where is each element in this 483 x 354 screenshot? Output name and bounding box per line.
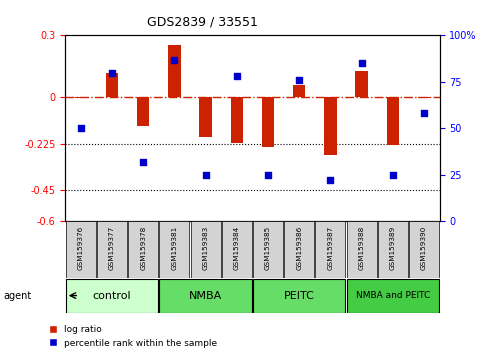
FancyBboxPatch shape [253, 221, 283, 278]
Point [295, 77, 303, 83]
Text: GSM159384: GSM159384 [234, 226, 240, 270]
Text: GSM159383: GSM159383 [202, 226, 209, 270]
FancyBboxPatch shape [253, 279, 345, 313]
FancyBboxPatch shape [347, 279, 439, 313]
Text: NMBA and PEITC: NMBA and PEITC [355, 291, 430, 300]
Point [327, 178, 334, 183]
Point [389, 172, 397, 178]
Point [420, 111, 428, 116]
Bar [262, 97, 274, 147]
Text: GSM159378: GSM159378 [140, 226, 146, 270]
Bar [324, 97, 337, 155]
Bar [199, 97, 212, 137]
Text: GSM159388: GSM159388 [358, 226, 365, 270]
Text: GSM159386: GSM159386 [296, 226, 302, 270]
Text: GSM159389: GSM159389 [390, 226, 396, 270]
Point [358, 61, 366, 66]
FancyBboxPatch shape [159, 221, 189, 278]
Bar [418, 97, 430, 98]
Bar [137, 97, 149, 126]
Legend: log ratio, percentile rank within the sample: log ratio, percentile rank within the sa… [48, 323, 219, 349]
Text: control: control [93, 291, 131, 301]
FancyBboxPatch shape [191, 221, 221, 278]
Point [170, 57, 178, 62]
Bar [74, 97, 87, 98]
Text: NMBA: NMBA [189, 291, 222, 301]
Bar [168, 45, 181, 97]
Text: GSM159376: GSM159376 [78, 226, 84, 270]
FancyBboxPatch shape [128, 221, 158, 278]
FancyBboxPatch shape [159, 279, 252, 313]
Bar [386, 97, 399, 145]
Bar [293, 85, 305, 97]
FancyBboxPatch shape [66, 279, 158, 313]
FancyBboxPatch shape [347, 221, 377, 278]
FancyBboxPatch shape [97, 221, 127, 278]
Bar [355, 70, 368, 97]
Point [202, 172, 210, 178]
FancyBboxPatch shape [222, 221, 252, 278]
Text: agent: agent [4, 291, 32, 301]
FancyBboxPatch shape [284, 221, 314, 278]
Bar [230, 97, 243, 143]
Point [264, 172, 272, 178]
Point [233, 74, 241, 79]
FancyBboxPatch shape [315, 221, 345, 278]
Text: GSM159377: GSM159377 [109, 226, 115, 270]
Point [108, 70, 116, 75]
Point [139, 159, 147, 165]
FancyBboxPatch shape [378, 221, 408, 278]
Text: GSM159381: GSM159381 [171, 226, 177, 270]
FancyBboxPatch shape [66, 221, 96, 278]
Text: GSM159387: GSM159387 [327, 226, 333, 270]
Text: GSM159385: GSM159385 [265, 226, 271, 270]
Text: GDS2839 / 33551: GDS2839 / 33551 [147, 16, 258, 29]
FancyBboxPatch shape [409, 221, 439, 278]
Text: GSM159390: GSM159390 [421, 226, 427, 270]
Bar [106, 73, 118, 97]
Point [77, 126, 85, 131]
Text: PEITC: PEITC [284, 291, 314, 301]
